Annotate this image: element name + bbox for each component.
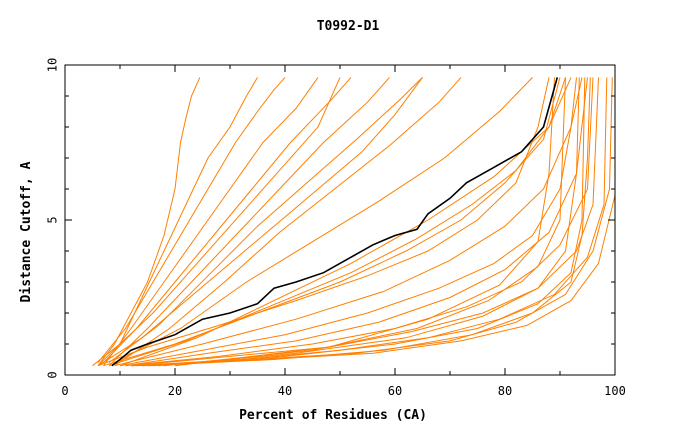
highlight-series-line <box>111 77 559 367</box>
highlight-layer <box>111 77 559 367</box>
series-line-27 <box>92 77 341 367</box>
series-line-10 <box>119 77 572 367</box>
series-line-18 <box>147 77 591 367</box>
chart-title: T0992-D1 <box>317 19 380 34</box>
series-line-6 <box>108 77 390 367</box>
series-line-11 <box>119 77 577 367</box>
series-layer <box>92 77 616 367</box>
y-tick-label-5: 5 <box>46 216 60 223</box>
series-line-5 <box>103 77 352 363</box>
series-line-16 <box>136 77 613 367</box>
series-line-22 <box>174 77 555 367</box>
y-tick-label-10: 10 <box>46 58 60 72</box>
series-line-14 <box>130 77 599 367</box>
y-axis-label: Distance Cutoff, A <box>19 161 34 302</box>
series-line-12 <box>125 77 588 367</box>
series-line-26 <box>97 77 423 367</box>
x-tick-label-80: 80 <box>498 384 512 398</box>
series-line-20 <box>158 77 580 367</box>
series-line-2 <box>97 77 258 367</box>
series-line-21 <box>163 77 566 367</box>
series-line-19 <box>152 77 586 367</box>
series-line-3 <box>97 77 286 363</box>
x-tick-label-60: 60 <box>388 384 402 398</box>
series-line-13 <box>125 77 594 367</box>
x-tick-label-40: 40 <box>278 384 292 398</box>
x-tick-label-100: 100 <box>604 384 626 398</box>
x-tick-label-0: 0 <box>61 384 68 398</box>
series-line-24 <box>108 77 566 367</box>
series-line-1 <box>97 77 201 367</box>
series-line-4 <box>103 77 319 366</box>
series-line-8 <box>114 77 462 367</box>
ticks-layer: 0 20 40 60 80 100 0 5 10 <box>46 58 626 398</box>
x-tick-label-20: 20 <box>168 384 182 398</box>
y-tick-label-0: 0 <box>46 371 60 378</box>
series-line-9 <box>114 77 533 364</box>
series-line-28 <box>97 77 550 367</box>
x-axis-label: Percent of Residues (CA) <box>239 408 427 423</box>
series-line-25 <box>114 77 583 367</box>
